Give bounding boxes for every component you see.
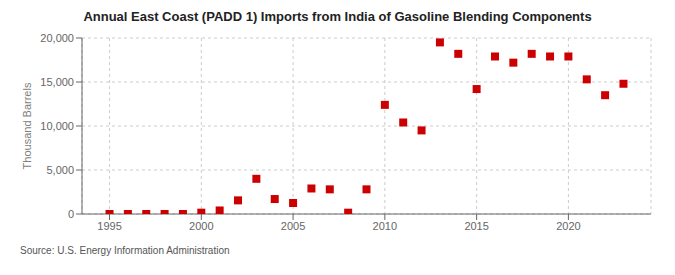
- svg-text:1995: 1995: [97, 220, 121, 232]
- svg-text:15,000: 15,000: [40, 76, 74, 88]
- svg-text:0: 0: [68, 208, 74, 220]
- html-text:Annual East Coast (PADD 1) Imp: Annual East Coast (PADD 1) Imports from …: [83, 9, 592, 24]
- svg-text:5,000: 5,000: [46, 164, 74, 176]
- svg-text:2010: 2010: [373, 220, 397, 232]
- svg-text:2020: 2020: [556, 220, 580, 232]
- svg-text:20,000: 20,000: [40, 32, 74, 44]
- svg-text:2000: 2000: [189, 220, 213, 232]
- svg-text:10,000: 10,000: [40, 120, 74, 132]
- html-text:Source: U.S. Energy Informatio: Source: U.S. Energy Information Administ…: [20, 245, 230, 256]
- svg-text:2015: 2015: [464, 220, 488, 232]
- svg-text:Thousand Barrels: Thousand Barrels: [21, 82, 33, 169]
- svg-text:2005: 2005: [281, 220, 305, 232]
